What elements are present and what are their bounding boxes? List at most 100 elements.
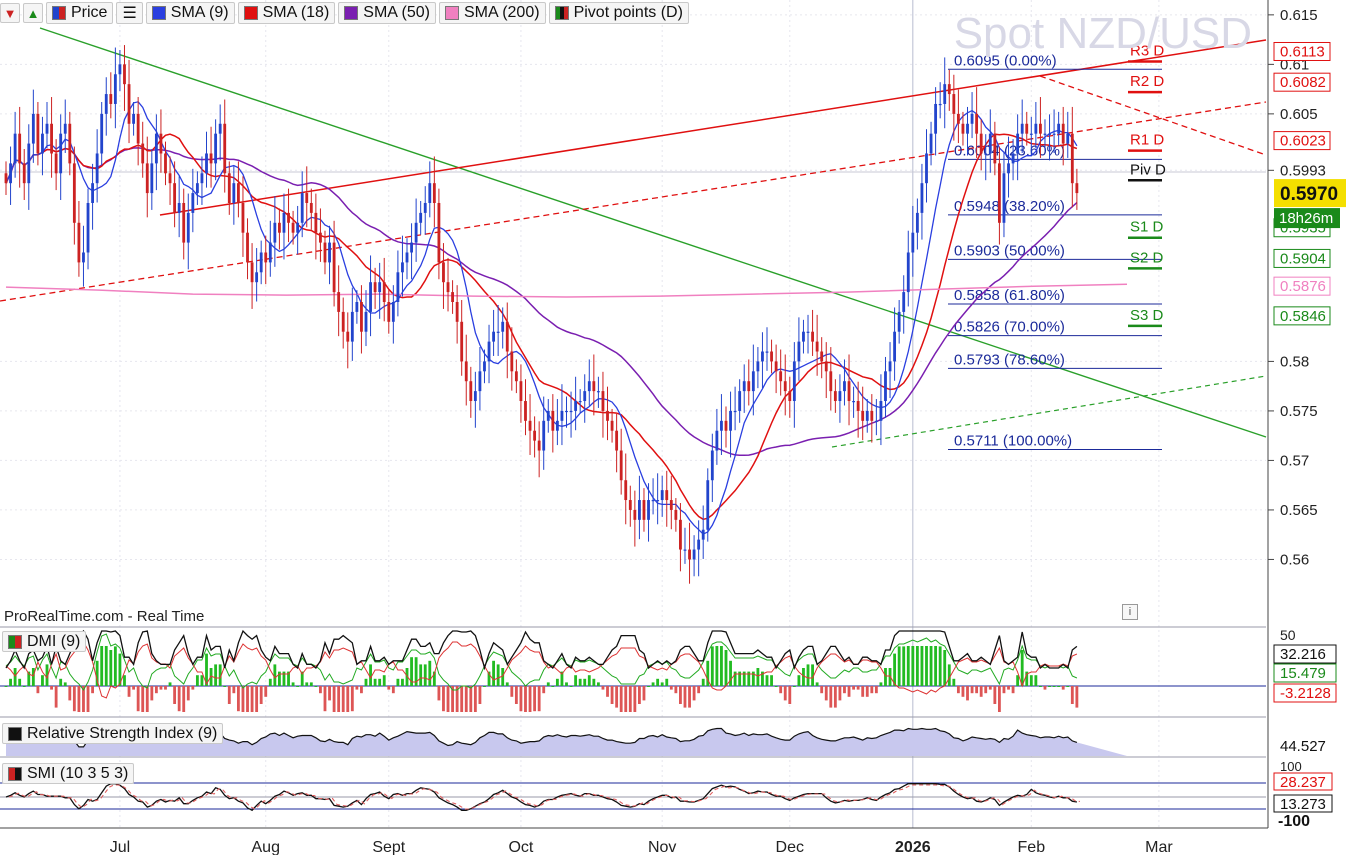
dmi-histogram-bar — [86, 686, 90, 712]
dmi-histogram-bar — [514, 686, 518, 704]
dmi-histogram-bar — [820, 686, 824, 694]
dmi-histogram-bar — [432, 671, 436, 686]
candle-body — [109, 94, 113, 104]
candle-body — [802, 331, 805, 342]
dmi-histogram-bar — [774, 686, 778, 687]
candle-body — [783, 381, 787, 392]
candle-body — [838, 391, 842, 402]
candle-body — [610, 420, 614, 431]
dmi-histogram-bar — [984, 686, 988, 694]
pivots-legend-button[interactable]: Pivot points (D) — [548, 2, 689, 24]
dmi-histogram-bar — [1061, 686, 1065, 690]
dmi-histogram-bar — [733, 671, 737, 686]
candle-body — [209, 153, 213, 164]
candle-body — [410, 242, 413, 253]
candle-body — [774, 361, 778, 372]
sma9-legend-button[interactable]: SMA (9) — [145, 2, 235, 24]
candle-body — [688, 549, 691, 560]
candle-body — [323, 242, 327, 263]
current-price-tag — [1274, 179, 1346, 208]
dmi-histogram-bar — [966, 686, 969, 701]
dmi-histogram-bar — [615, 686, 619, 708]
dmi-histogram-bar — [1057, 686, 1061, 687]
time-axis-label: Dec — [776, 839, 804, 855]
dmi-histogram-bar — [442, 686, 445, 712]
candle-body — [168, 173, 172, 184]
sma200-legend-button[interactable]: SMA (200) — [438, 2, 546, 24]
fib-level-label: 0.5858 (61.80%) — [954, 287, 1065, 304]
dmi-value: 15.479 — [1280, 665, 1326, 682]
candle-body — [683, 549, 687, 551]
candle-body — [551, 410, 555, 431]
countdown-value: 18h26m — [1279, 210, 1333, 227]
dmi-histogram-bar — [879, 682, 883, 686]
dmi-histogram-bar — [478, 686, 482, 704]
price-level-tag — [1273, 276, 1331, 296]
smi-tick-label: -100 — [1278, 813, 1310, 830]
dmi-histogram-bar — [355, 686, 359, 690]
candle-body — [154, 133, 158, 164]
dmi-histogram-bar — [36, 686, 40, 694]
dmi-histogram-bar — [833, 686, 837, 708]
candle-body — [915, 212, 919, 233]
candle-body — [364, 311, 368, 332]
dmi-histogram-bar — [227, 686, 231, 704]
candle-body — [419, 212, 423, 223]
sma50-legend-button[interactable]: SMA (50) — [338, 2, 436, 24]
candle-body — [341, 311, 345, 332]
dmi-histogram-bar — [223, 686, 227, 687]
fib-level-label: 0.5793 (78.60%) — [954, 351, 1065, 368]
dmi-histogram-bar — [360, 686, 363, 694]
dmi-histogram-bar — [505, 682, 509, 686]
dmi-histogram-bar — [856, 686, 860, 690]
candle-body — [401, 262, 404, 273]
candle-body — [91, 183, 94, 203]
sma9-label: SMA (9) — [170, 4, 229, 21]
candle-body — [437, 202, 441, 263]
info-icon[interactable]: i — [1122, 604, 1138, 620]
candle-body — [350, 311, 354, 342]
green-dashed-support-line — [831, 375, 1267, 448]
dmi-histogram-bar — [483, 686, 486, 687]
price-legend-button[interactable]: Price — [46, 2, 114, 24]
candle-body — [264, 252, 268, 263]
list-button[interactable]: ☰ — [116, 2, 143, 24]
sma18-legend-button[interactable]: SMA (18) — [237, 2, 336, 24]
candle-body — [847, 381, 851, 402]
dmi-histogram-bar — [45, 664, 49, 686]
candle-body — [309, 202, 313, 213]
arrow-up-button[interactable]: ▲ — [23, 3, 43, 23]
dmi-histogram-bar — [268, 678, 272, 686]
dmi-histogram-bar — [246, 686, 249, 712]
candle-body — [747, 381, 751, 392]
chart-title: Spot NZD/USD — [954, 9, 1252, 58]
dmi-histogram-bar — [742, 671, 746, 686]
rsi-indicator-button[interactable]: Relative Strength Index (9) — [2, 723, 224, 744]
candle-body — [569, 410, 573, 413]
candle-body — [833, 391, 837, 402]
candle-body — [501, 321, 505, 332]
list-icon: ☰ — [122, 5, 137, 22]
candle-body — [1066, 133, 1070, 144]
candle-body — [59, 133, 63, 174]
dmi-histogram-bar — [1020, 650, 1024, 686]
dmi-histogram-bar — [770, 675, 773, 686]
smi-indicator-button[interactable]: SMI (10 3 5 3) — [2, 763, 135, 784]
dmi-indicator-button[interactable]: DMI (9) — [2, 631, 87, 652]
dmi-histogram-bar — [218, 664, 222, 686]
candle-body — [319, 232, 322, 243]
candle-body — [934, 103, 938, 134]
pivot-levels: R3 D R2 D R1 D Piv D S1 D S2 D S3 D — [1128, 42, 1166, 328]
dmi-histogram-bar — [961, 686, 965, 697]
dmi-histogram-bar — [205, 653, 208, 686]
arrow-down-button[interactable]: ▼ — [0, 3, 20, 23]
price-level-tag — [1273, 131, 1331, 151]
dmi-histogram-bar — [22, 686, 26, 687]
dmi-histogram-bar — [341, 686, 345, 712]
dmi-histogram-bar — [792, 686, 796, 687]
dmi-histogram-bar — [255, 686, 259, 712]
dmi-histogram-bar — [68, 686, 72, 701]
dmi-histogram-bar — [979, 686, 983, 697]
dmi-histogram-bar — [464, 686, 468, 712]
